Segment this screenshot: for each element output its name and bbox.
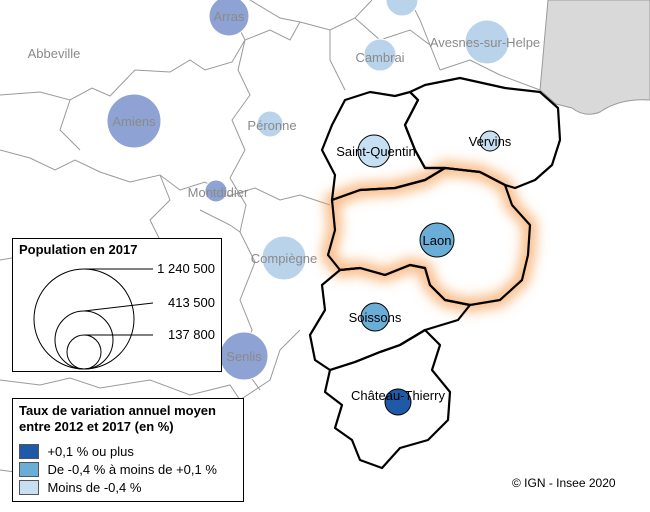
legend-swatch-mid bbox=[19, 462, 39, 478]
city-label-chateau-thierry: Château-Thierry bbox=[351, 388, 445, 403]
city-label-amiens: Amiens bbox=[112, 114, 156, 129]
legend-rate-item: +0,1 % ou plus bbox=[19, 443, 134, 461]
city-circle-soissons bbox=[360, 302, 390, 332]
city-circle-cambrai bbox=[363, 38, 397, 72]
city-circle-arras bbox=[208, 0, 250, 37]
legend-circle-small bbox=[66, 334, 102, 370]
city-label-cambrai: Cambrai bbox=[355, 50, 404, 65]
legend-population-value-small: 137 800 bbox=[168, 327, 215, 342]
legend-swatch-low bbox=[19, 480, 39, 496]
main-labels: Saint-Quentin Vervins Laon Soissons Chât… bbox=[336, 134, 512, 403]
legend-label-mid: De -0,4 % à moins de +0,1 % bbox=[47, 462, 217, 478]
city-label-saint-quentin: Saint-Quentin bbox=[336, 144, 416, 159]
legend-rate-title-line1: Taux de variation annuel moyen bbox=[19, 403, 216, 418]
legend-rate-title-line2: entre 2012 et 2017 (en %) bbox=[19, 419, 174, 434]
legend-circle-large bbox=[33, 268, 135, 370]
legend-population-title: Population en 2017 bbox=[19, 242, 138, 257]
legend-rate-item: De -0,4 % à moins de +0,1 % bbox=[19, 461, 217, 479]
city-label-montdidier: Montdidier bbox=[188, 185, 249, 200]
legend-rate-item: Moins de -0,4 % bbox=[19, 479, 141, 497]
city-circle-vervins bbox=[479, 130, 501, 152]
city-circle-chateau-thierry bbox=[384, 388, 412, 416]
legend-label-high: +0,1 % ou plus bbox=[47, 444, 134, 460]
credit: © IGN - Insee 2020 bbox=[512, 476, 616, 490]
legend-circle-medium bbox=[54, 310, 114, 370]
arrondissement-chateau-thierry bbox=[323, 328, 452, 470]
legend-population-value-large: 1 240 500 bbox=[157, 261, 215, 276]
legend-population-circles bbox=[33, 268, 154, 370]
context-labels: Arras Abbeville Cambrai Avesnes-sur-Help… bbox=[28, 9, 541, 364]
neighbor-country bbox=[539, 0, 650, 115]
context-cities bbox=[40, 0, 510, 381]
city-label-soissons: Soissons bbox=[349, 310, 402, 325]
city-label-abbeville: Abbeville bbox=[28, 46, 81, 61]
city-circle-montdidier bbox=[204, 179, 228, 203]
city-circle-compiegne bbox=[261, 235, 307, 281]
arrondissement-vervins bbox=[403, 76, 562, 190]
city-label-avesnes: Avesnes-sur-Helpe bbox=[430, 35, 540, 50]
city-circle-peronne bbox=[256, 110, 284, 138]
city-circle-top-edge bbox=[385, 0, 419, 17]
city-circle-laon bbox=[419, 222, 455, 258]
legend-population-value-medium: 413 500 bbox=[168, 295, 215, 310]
legend-leader-medium bbox=[83, 302, 154, 312]
city-circle-avesnes bbox=[464, 19, 510, 65]
department-boundaries bbox=[308, 76, 562, 470]
main-cities bbox=[357, 130, 501, 416]
legend-swatch-high bbox=[19, 444, 39, 460]
city-circle-abbeville bbox=[40, 39, 68, 67]
legend-rate: Taux de variation annuel moyen entre 201… bbox=[12, 398, 244, 502]
legend-label-low: Moins de -0,4 % bbox=[47, 480, 142, 496]
city-label-senlis: Senlis bbox=[226, 349, 262, 364]
city-label-peronne: Péronne bbox=[247, 118, 296, 133]
city-label-vervins: Vervins bbox=[469, 134, 512, 149]
city-circle-saint-quentin bbox=[357, 134, 391, 168]
legend-population: Population en 2017 1 240 500 413 500 137… bbox=[12, 238, 222, 372]
city-label-laon: Laon bbox=[423, 233, 452, 248]
city-circle-amiens bbox=[106, 93, 162, 149]
city-label-arras: Arras bbox=[213, 9, 245, 24]
city-label-compiegne: Compiègne bbox=[251, 251, 318, 266]
